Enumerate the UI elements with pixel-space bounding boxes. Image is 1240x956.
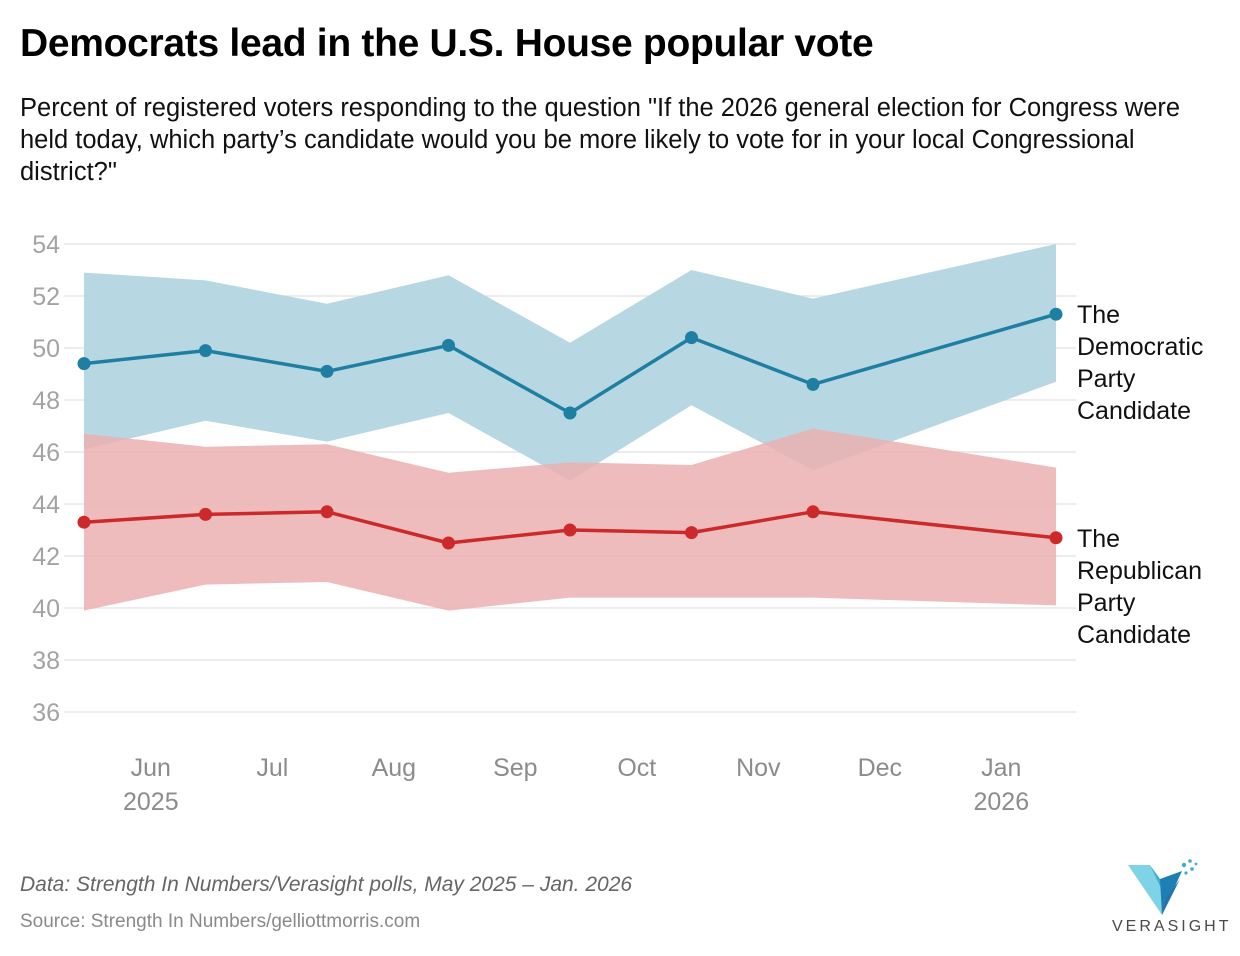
y-tick-label: 46 xyxy=(32,439,60,467)
series-lines xyxy=(83,312,1057,545)
rep-series-label: Candidate xyxy=(1077,621,1191,649)
x-tick-year-label: 2026 xyxy=(974,788,1030,816)
x-tick-label: Oct xyxy=(617,754,656,782)
x-tick-label: Sep xyxy=(493,754,537,782)
chart-subtitle: Percent of registered voters responding … xyxy=(20,94,1181,186)
dem-data-point xyxy=(685,331,698,345)
chart-title: Democrats lead in the U.S. House popular… xyxy=(20,22,874,65)
verasight-logo-icon xyxy=(1128,859,1198,915)
dem-series-label: Party xyxy=(1077,365,1136,393)
rep-data-point xyxy=(1049,531,1063,545)
dem-data-point xyxy=(1049,307,1063,321)
rep-confidence-band xyxy=(84,428,1056,611)
line-chart: 36 38 40 42 44 46 48 50 52 54 Jun 2025 Jul Aug Sep Oct… xyxy=(32,231,1203,816)
y-tick-label: 54 xyxy=(32,231,60,259)
dem-series-label: Candidate xyxy=(1077,397,1191,425)
y-tick-label: 38 xyxy=(32,647,60,675)
y-tick-label: 50 xyxy=(32,335,60,363)
rep-series-label: Republican xyxy=(1077,557,1202,585)
y-tick-label: 48 xyxy=(32,387,60,415)
series-labels: The Democratic Party Candidate The Republican… xyxy=(1077,301,1203,649)
rep-series-line xyxy=(83,510,1057,545)
x-tick-label: Nov xyxy=(736,754,781,782)
source-note: Source: Strength In Numbers/gelliottmorr… xyxy=(20,911,421,932)
y-tick-label: 52 xyxy=(32,283,60,311)
x-tick-label: Aug xyxy=(372,754,416,782)
x-tick-label: Dec xyxy=(858,754,902,782)
y-axis: 36 38 40 42 44 46 48 50 52 54 xyxy=(32,231,60,727)
rep-data-point xyxy=(442,536,455,550)
y-tick-label: 40 xyxy=(32,595,60,623)
confidence-bands xyxy=(84,244,1056,611)
dem-series-line xyxy=(83,312,1057,415)
dem-series-label: Democratic xyxy=(1077,333,1203,361)
x-tick-label: Jan xyxy=(981,754,1021,782)
rep-series-label: The xyxy=(1077,525,1120,553)
data-note: Data: Strength In Numbers/Verasight poll… xyxy=(20,873,633,896)
rep-data-point xyxy=(320,505,334,519)
rep-data-point xyxy=(806,505,820,519)
x-tick-year-label: 2025 xyxy=(123,788,179,816)
x-axis: Jun 2025 Jul Aug Sep Oct Nov Dec Jan 2026 xyxy=(123,754,1029,816)
dem-confidence-band xyxy=(84,244,1056,481)
series-points xyxy=(77,307,1063,550)
dem-data-point xyxy=(320,364,334,378)
y-tick-label: 36 xyxy=(32,699,60,727)
y-tick-label: 42 xyxy=(32,543,60,571)
rep-data-point xyxy=(685,526,698,540)
rep-data-point xyxy=(563,523,577,537)
dem-data-point xyxy=(442,338,455,352)
dem-data-point xyxy=(199,344,212,358)
dem-series-label: The xyxy=(1077,301,1120,329)
rep-data-point xyxy=(77,515,91,529)
dem-data-point xyxy=(806,377,820,391)
y-tick-label: 44 xyxy=(32,491,60,519)
rep-series-label: Party xyxy=(1077,589,1136,617)
x-tick-label: Jun xyxy=(131,754,171,782)
x-tick-label: Jul xyxy=(256,754,288,782)
rep-data-point xyxy=(199,507,212,521)
dem-data-point xyxy=(77,357,91,371)
verasight-logo-text: VERASIGHT xyxy=(1112,918,1232,935)
dem-data-point xyxy=(563,406,577,420)
